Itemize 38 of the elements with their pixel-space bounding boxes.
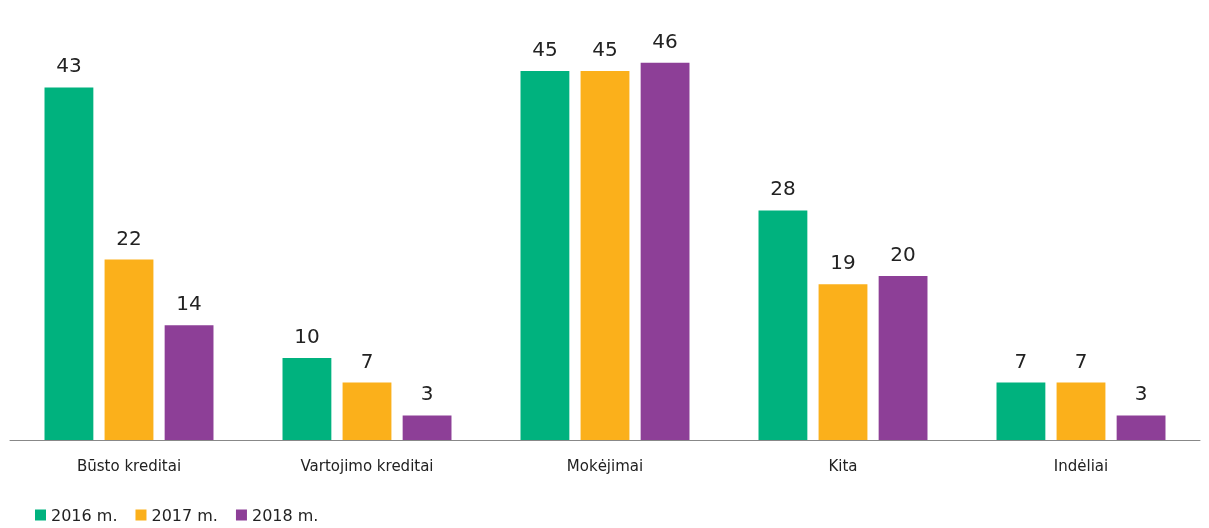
bar (282, 358, 332, 440)
bar (640, 62, 690, 440)
x-tick-label: Mokėjimai (566, 456, 644, 475)
bar (996, 382, 1046, 440)
data-label: 28 (770, 176, 796, 201)
data-label: 45 (532, 37, 558, 61)
bar (580, 71, 630, 440)
data-label: 7 (1074, 348, 1088, 373)
data-label: 20 (890, 242, 916, 266)
bar (44, 87, 94, 440)
bar (1056, 382, 1106, 440)
x-tick-label: Vartojimo kreditai (300, 456, 434, 475)
legend-label: 2016 m. (51, 505, 118, 525)
bar (758, 210, 808, 440)
bar (164, 325, 214, 440)
bar (818, 284, 868, 440)
x-tick-label: Būsto kreditai (76, 456, 182, 475)
data-label: 3 (1134, 381, 1148, 406)
data-label: 14 (176, 291, 202, 316)
data-label: 7 (360, 348, 374, 373)
data-label: 43 (56, 53, 82, 78)
x-tick-label: Kita (828, 456, 858, 475)
data-label: 3 (420, 381, 434, 406)
bar (402, 415, 452, 440)
bar (520, 71, 570, 440)
data-label: 22 (116, 225, 142, 250)
bar (104, 259, 154, 440)
data-label: 7 (1014, 348, 1028, 373)
legend-label: 2018 m. (251, 505, 319, 525)
data-label: 10 (294, 324, 320, 348)
data-label: 46 (652, 28, 678, 53)
bar (878, 276, 928, 440)
data-label: 19 (830, 250, 856, 275)
data-label: 45 (592, 37, 618, 61)
bar (342, 382, 392, 440)
x-tick-label: Indėliai (1053, 456, 1109, 475)
bar (1116, 415, 1166, 440)
legend-label: 2017 m. (151, 505, 218, 525)
